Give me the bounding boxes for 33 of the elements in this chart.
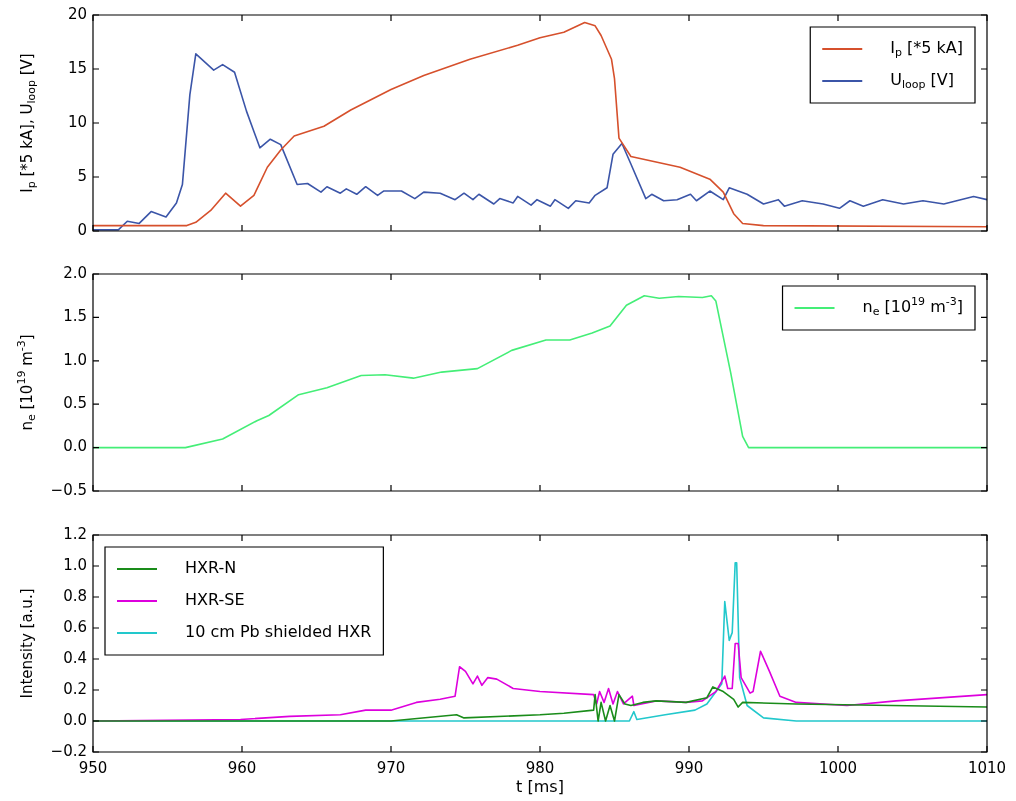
x-tick-label: 960 [227,758,257,777]
y-axis-title: Intensity [a.u.] [17,588,36,699]
y-tick-label: 5 [77,166,87,185]
y-tick-label: 0.8 [63,586,87,605]
x-tick-label: 1000 [818,758,858,777]
legend-label: HXR-SE [185,590,245,610]
y-tick-label: 0.0 [63,437,87,456]
legend-label: 10 cm Pb shielded HXR [185,622,372,642]
y-tick-label: 1.0 [63,555,87,574]
y-tick-label: 15 [67,58,87,77]
x-tick-label: 1010 [967,758,1007,777]
y-axis-title: Ip [*5 kA], Uloop [V] [17,53,39,193]
x-tick-label: 990 [674,758,704,777]
y-tick-label: 1.2 [63,524,87,543]
x-tick-label: 950 [78,758,108,777]
y-tick-label: 0.4 [63,648,87,667]
legend-label: HXR-N [185,558,237,578]
y-tick-label: 20 [67,4,87,23]
x-tick-label: 980 [525,758,555,777]
y-tick-label: 2.0 [63,263,87,282]
y-axis-title: ne [1019 m-3] [15,334,39,431]
x-axis-title: t [ms] [516,777,564,797]
y-tick-label: 0 [77,220,87,239]
y-tick-label: 0.2 [63,679,87,698]
y-tick-label: 0.0 [63,710,87,729]
y-tick-label: −0.2 [50,741,87,760]
x-tick-label: 970 [376,758,406,777]
y-tick-label: −0.5 [50,480,87,499]
y-tick-label: 10 [67,112,87,131]
y-tick-label: 1.5 [63,307,87,326]
y-tick-label: 1.0 [63,350,87,369]
y-tick-label: 0.6 [63,617,87,636]
y-tick-label: 0.5 [63,394,87,413]
